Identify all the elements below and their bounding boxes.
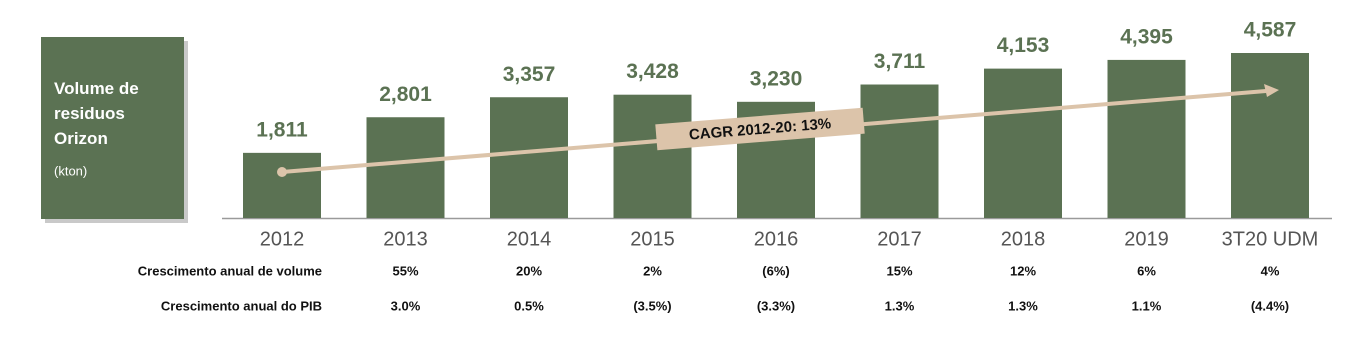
- row-value: (6%): [762, 263, 789, 278]
- row-value: 1.1%: [1132, 298, 1162, 313]
- value-label: 3,711: [874, 50, 926, 73]
- x-tick-label: 2016: [754, 228, 799, 250]
- chart-title: Volume de residuos Orizon: [54, 79, 139, 148]
- x-tick-label: 2015: [630, 228, 675, 250]
- row-value: 12%: [1010, 263, 1036, 278]
- row-value: 15%: [886, 263, 912, 278]
- row-value: 1.3%: [1008, 298, 1038, 313]
- row-value: 55%: [392, 263, 418, 278]
- x-tick-label: 2019: [1124, 228, 1169, 250]
- bar: [490, 97, 568, 218]
- title-box: [41, 37, 184, 219]
- row-value: 20%: [516, 263, 542, 278]
- row-value: (3.3%): [757, 298, 795, 313]
- row-label: Crescimento anual de volume: [138, 263, 322, 278]
- value-label: 2,801: [379, 83, 432, 106]
- chart-subtitle: (kton): [54, 163, 87, 178]
- value-label: 3,357: [503, 63, 556, 86]
- bar: [613, 94, 692, 218]
- x-tick-label: 2013: [383, 228, 428, 250]
- row-value: 0.5%: [514, 298, 544, 313]
- x-tick-label: 2014: [507, 228, 552, 250]
- row-value: 3.0%: [391, 298, 421, 313]
- row-value: 4%: [1261, 263, 1280, 278]
- bar: [366, 117, 445, 218]
- x-tick-label: 2018: [1001, 228, 1046, 250]
- x-tick-label: 3T20 UDM: [1222, 228, 1319, 250]
- row-value: 2%: [643, 263, 662, 278]
- cagr-dot: [277, 167, 287, 177]
- value-label: 1,811: [256, 118, 308, 141]
- bar: [860, 84, 939, 218]
- cagr-label-box: [655, 107, 865, 151]
- row-value: (3.5%): [633, 298, 671, 313]
- bar: [243, 152, 321, 218]
- value-label: 3,428: [626, 60, 679, 83]
- bar: [984, 68, 1062, 218]
- value-label: 3,230: [750, 67, 803, 90]
- row-value: 6%: [1137, 263, 1156, 278]
- row-value: (4.4%): [1251, 298, 1289, 313]
- x-tick-label: 2017: [877, 228, 922, 250]
- value-label: 4,587: [1244, 19, 1297, 42]
- bar: [1107, 59, 1186, 218]
- x-tick-label: 2012: [260, 228, 305, 250]
- row-label: Crescimento anual do PIB: [161, 298, 322, 313]
- bar: [1231, 53, 1309, 218]
- cagr-arrowhead: [1264, 84, 1279, 97]
- value-label: 4,153: [997, 34, 1050, 57]
- value-label: 4,395: [1120, 25, 1173, 48]
- row-value: 1.3%: [885, 298, 915, 313]
